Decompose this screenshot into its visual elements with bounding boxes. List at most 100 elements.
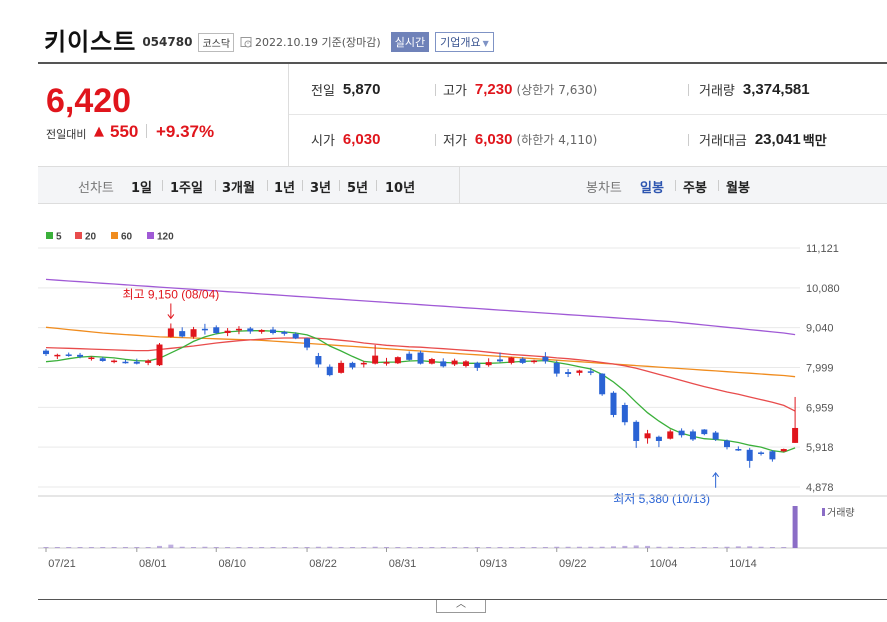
low-label: 저가 xyxy=(443,134,467,149)
high-arrow-head xyxy=(167,314,175,320)
candle-body xyxy=(587,371,594,373)
y-tick-label: 4,878 xyxy=(806,482,834,494)
volume-bar xyxy=(122,547,128,548)
volume-bar xyxy=(747,546,753,548)
stat-divider xyxy=(688,84,689,96)
x-tick-label: 08/31 xyxy=(389,558,417,570)
volume-bar xyxy=(769,547,775,548)
candle-body xyxy=(315,355,322,365)
candle-body xyxy=(133,361,140,364)
candle-body xyxy=(88,357,95,360)
candle-body xyxy=(167,328,174,337)
amount-value: 23,041 xyxy=(754,131,801,148)
legend-label: 5 xyxy=(56,232,62,243)
candle-body xyxy=(610,392,617,415)
ma120-line xyxy=(45,278,796,336)
volume-bar xyxy=(281,547,287,548)
volume-bar xyxy=(520,547,526,548)
volume-bar xyxy=(293,547,299,548)
period-weekly[interactable]: 주봉 xyxy=(683,181,707,196)
change-divider xyxy=(146,124,147,138)
low-arrow-head xyxy=(712,471,720,478)
period-1y[interactable]: 1년 xyxy=(274,181,296,196)
as-of-date: 2022.10.19 기준(장마감) xyxy=(255,36,381,49)
candle-body xyxy=(338,362,345,373)
candle-body xyxy=(792,427,799,443)
volume-bar xyxy=(349,547,355,548)
candle-body xyxy=(542,356,549,362)
y-tick-label: 5,918 xyxy=(806,442,834,454)
y-tick-label: 7,999 xyxy=(806,363,834,375)
period-10y[interactable]: 10년 xyxy=(385,181,416,196)
up-arrow-icon: ▲ xyxy=(94,124,104,139)
period-1d[interactable]: 1일 xyxy=(131,181,153,196)
candlestick-chart[interactable]: 11,121 10,080 9,040 7,999 6,959 5,918 4,878 5 20… xyxy=(0,0,887,600)
expand-button[interactable]: ︿ xyxy=(436,600,486,613)
legend-label: 60 xyxy=(121,232,133,243)
volume-bar xyxy=(304,547,310,548)
period-divider xyxy=(215,180,216,191)
candle-chart-label[interactable]: 봉차트 xyxy=(586,181,622,196)
candle-body xyxy=(553,362,560,374)
candle-body xyxy=(292,333,299,339)
period-5y[interactable]: 5년 xyxy=(347,181,369,196)
period-divider xyxy=(302,180,303,191)
period-3y[interactable]: 3년 xyxy=(310,181,332,196)
stat-high: 고가 7,230 (상한가 7,630) xyxy=(443,80,597,99)
volume-bar xyxy=(758,546,764,548)
candle-body xyxy=(576,370,583,373)
candle-body xyxy=(758,452,765,454)
candle-body xyxy=(360,362,367,365)
upper-limit-value: 7,630) xyxy=(558,82,598,97)
candle-body xyxy=(428,359,435,364)
period-1w[interactable]: 1주일 xyxy=(170,181,203,196)
line-chart-label[interactable]: 선차트 xyxy=(78,181,114,196)
realtime-button[interactable]: 실시간 xyxy=(390,32,430,52)
period-daily[interactable]: 일봉 xyxy=(640,181,664,196)
legend-swatch xyxy=(46,232,53,239)
period-monthly[interactable]: 월봉 xyxy=(726,181,750,196)
candle-body xyxy=(735,449,742,451)
candle-body xyxy=(769,451,776,460)
period-divider xyxy=(376,180,377,191)
legend-label: 120 xyxy=(157,232,174,243)
candle-body xyxy=(304,338,311,348)
volume-bar xyxy=(452,547,458,548)
stat-low: 저가 6,030 (하한가 4,110) xyxy=(443,130,597,149)
x-tick-label: 08/22 xyxy=(309,558,337,570)
company-overview-button[interactable]: 기업개요 ▼ xyxy=(435,32,494,52)
toolbar-divider xyxy=(459,167,460,203)
stats-panel: 전일 5,870 고가 7,230 (상한가 7,630) 거래량 3,374,… xyxy=(289,64,887,166)
volume-bar xyxy=(645,545,651,548)
title-row: 키이스트 054780 코스닥 2022.10.19 기준(장마감) 실시간 기… xyxy=(44,24,494,56)
candle-body xyxy=(270,329,276,334)
candle-body xyxy=(394,357,401,364)
volume-bar xyxy=(474,547,480,548)
candle-body xyxy=(417,352,424,364)
volume-bar xyxy=(372,546,378,548)
candle-body xyxy=(451,360,458,365)
candle-body xyxy=(678,430,685,436)
stock-code: 054780 xyxy=(142,35,193,49)
volume-bar xyxy=(315,546,321,548)
candle-body xyxy=(633,421,640,441)
amount-label: 거래대금 xyxy=(699,134,747,149)
volume-bar xyxy=(611,546,616,548)
volume-bar xyxy=(486,547,492,548)
period-divider xyxy=(162,180,163,191)
volume-bar xyxy=(735,546,741,548)
y-tick-label: 9,040 xyxy=(806,323,834,335)
volume-legend-label: 거래량 xyxy=(827,507,855,519)
legend-swatch xyxy=(147,232,154,239)
volume-bar xyxy=(554,546,560,548)
stock-name: 키이스트 xyxy=(44,27,137,56)
period-3m[interactable]: 3개월 xyxy=(222,181,255,196)
x-tick-label: 08/01 xyxy=(139,558,167,570)
lower-limit-value: 4,110) xyxy=(558,132,598,147)
candle-body xyxy=(213,327,220,334)
candle-body xyxy=(247,328,254,332)
ma20-line xyxy=(45,337,796,412)
volume-bar xyxy=(361,547,367,548)
candle-body xyxy=(406,353,413,360)
candle-body xyxy=(746,449,753,461)
